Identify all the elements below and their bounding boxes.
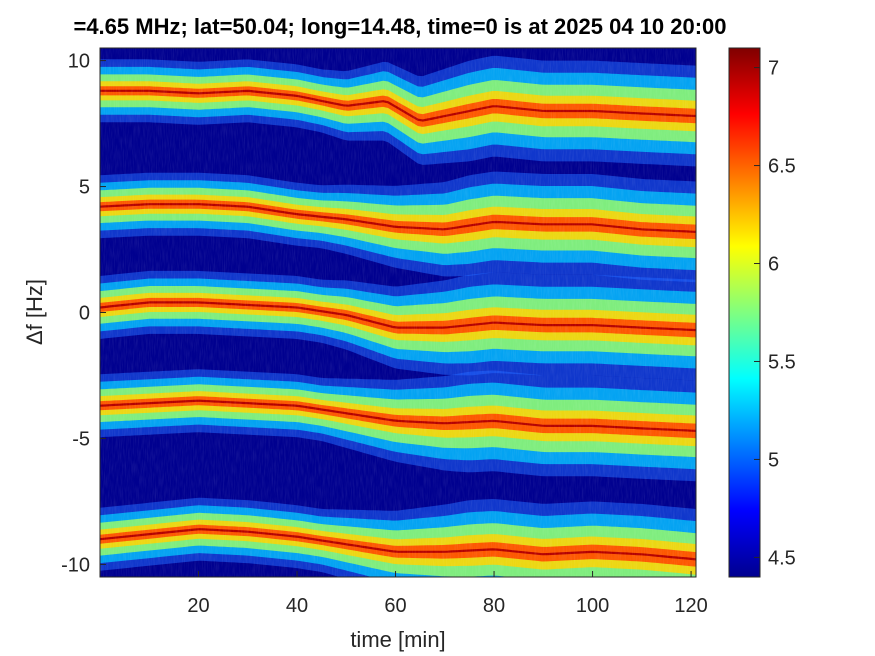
y-tick-label: 5 <box>79 177 90 199</box>
x-tick-label: 20 <box>187 595 209 617</box>
y-tick-label: -10 <box>61 554 90 576</box>
x-tick-label: 120 <box>674 595 707 617</box>
colorbar-tick-label: 5 <box>768 449 779 471</box>
y-tick-label: 10 <box>68 51 90 73</box>
x-tick-label: 60 <box>384 595 406 617</box>
x-tick-label: 40 <box>286 595 308 617</box>
colorbar-tick-label: 5.5 <box>768 351 796 373</box>
y-tick-label: -5 <box>72 428 90 450</box>
bands-layer <box>100 48 696 577</box>
y-axis-label: Δf [Hz] <box>22 279 47 345</box>
colorbar-tick-label: 7 <box>768 58 779 80</box>
colorbar-tick-label: 4.5 <box>768 547 796 569</box>
plot-area <box>99 47 697 578</box>
colorbar-gradient <box>728 47 761 578</box>
colorbar: 7 6.5 6 5.5 5 4.5 <box>728 47 796 578</box>
x-axis-label: time [min] <box>350 627 445 652</box>
colorbar-tick-label: 6 <box>768 254 779 276</box>
x-tick-label: 100 <box>576 595 609 617</box>
y-tick-label: 0 <box>79 303 90 325</box>
y-axis-ticks: 10 5 0 -5 -10 <box>61 51 106 576</box>
chart-title: =4.65 MHz; lat=50.04; long=14.48, time=0… <box>73 14 727 39</box>
noise-texture <box>100 48 696 577</box>
colorbar-ticks: 7 6.5 6 5.5 5 4.5 <box>754 58 796 569</box>
colorbar-tick-label: 6.5 <box>768 156 796 178</box>
x-tick-label: 80 <box>483 595 505 617</box>
x-axis-ticks: 20 40 60 80 100 120 <box>187 571 708 617</box>
